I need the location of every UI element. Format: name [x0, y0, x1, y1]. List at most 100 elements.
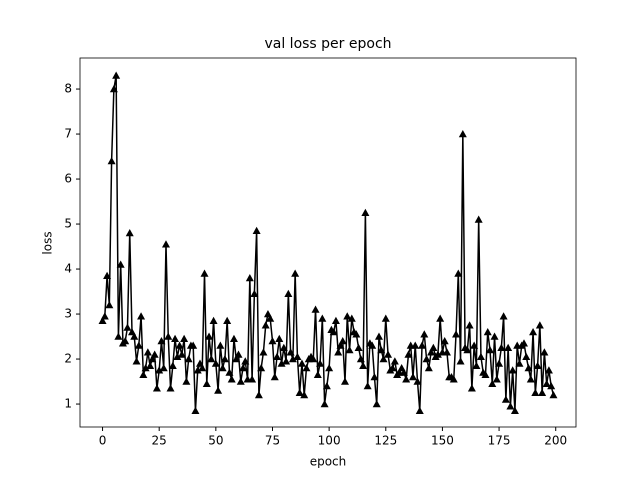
marker: [370, 373, 379, 381]
marker: [422, 355, 431, 363]
y-tick-label: 7: [64, 127, 72, 141]
y-tick-label: 2: [64, 352, 72, 366]
marker: [531, 388, 540, 396]
marker: [261, 321, 270, 329]
marker: [515, 359, 524, 367]
marker: [522, 352, 531, 360]
marker: [413, 377, 422, 385]
y-axis-label: loss: [41, 231, 55, 254]
marker: [322, 382, 331, 390]
marker: [191, 406, 200, 414]
marker: [377, 346, 386, 354]
marker: [465, 321, 474, 329]
marker: [171, 334, 180, 342]
marker: [207, 355, 216, 363]
marker: [506, 402, 515, 410]
marker: [189, 341, 198, 349]
marker: [452, 330, 461, 338]
marker: [241, 357, 250, 365]
marker: [467, 384, 476, 392]
marker: [279, 343, 288, 351]
marker: [273, 352, 282, 360]
marker: [200, 269, 209, 277]
marker: [130, 332, 139, 340]
marker: [98, 316, 107, 324]
marker: [202, 379, 211, 387]
marker: [415, 406, 424, 414]
marker: [225, 368, 234, 376]
marker: [311, 305, 320, 313]
marker: [184, 355, 193, 363]
marker: [404, 350, 413, 358]
marker: [474, 215, 483, 223]
marker: [429, 343, 438, 351]
marker: [100, 312, 109, 320]
marker: [134, 341, 143, 349]
marker: [173, 352, 182, 360]
marker: [499, 312, 508, 320]
marker: [345, 346, 354, 354]
marker: [320, 400, 329, 408]
y-tick-label: 4: [64, 262, 72, 276]
marker: [540, 348, 549, 356]
marker: [433, 350, 442, 358]
marker: [166, 384, 175, 392]
marker: [418, 341, 427, 349]
marker: [352, 330, 361, 338]
y-tick-label: 8: [64, 82, 72, 96]
marker: [302, 364, 311, 372]
marker: [490, 332, 499, 340]
marker: [476, 352, 485, 360]
marker: [547, 382, 556, 390]
marker: [424, 364, 433, 372]
marker: [524, 364, 533, 372]
marker: [535, 321, 544, 329]
marker: [168, 361, 177, 369]
marker: [214, 386, 223, 394]
marker: [300, 391, 309, 399]
x-tick-label: 100: [318, 434, 341, 448]
marker: [329, 328, 338, 336]
marker: [470, 341, 479, 349]
marker: [284, 289, 293, 297]
marker: [408, 373, 417, 381]
marker: [381, 314, 390, 322]
marker: [288, 355, 297, 363]
marker: [218, 364, 227, 372]
marker: [112, 71, 121, 79]
marker: [216, 341, 225, 349]
x-tick-label: 50: [208, 434, 223, 448]
marker: [277, 359, 286, 367]
marker: [293, 352, 302, 360]
marker: [472, 361, 481, 369]
marker: [254, 391, 263, 399]
marker: [313, 370, 322, 378]
marker: [211, 359, 220, 367]
marker: [529, 328, 538, 336]
marker: [508, 366, 517, 374]
marker: [239, 364, 248, 372]
marker: [316, 359, 325, 367]
marker: [388, 364, 397, 372]
marker: [331, 316, 340, 324]
marker: [427, 348, 436, 356]
marker: [542, 379, 551, 387]
marker: [250, 289, 259, 297]
marker: [266, 314, 275, 322]
marker: [123, 323, 132, 331]
marker: [220, 355, 229, 363]
marker: [291, 269, 300, 277]
marker: [103, 271, 112, 279]
marker: [463, 346, 472, 354]
marker: [318, 314, 327, 322]
marker: [374, 332, 383, 340]
marker: [146, 361, 155, 369]
x-tick-label: 125: [374, 434, 397, 448]
marker: [236, 377, 245, 385]
marker: [379, 355, 388, 363]
marker: [440, 337, 449, 345]
marker: [495, 359, 504, 367]
marker: [454, 269, 463, 277]
